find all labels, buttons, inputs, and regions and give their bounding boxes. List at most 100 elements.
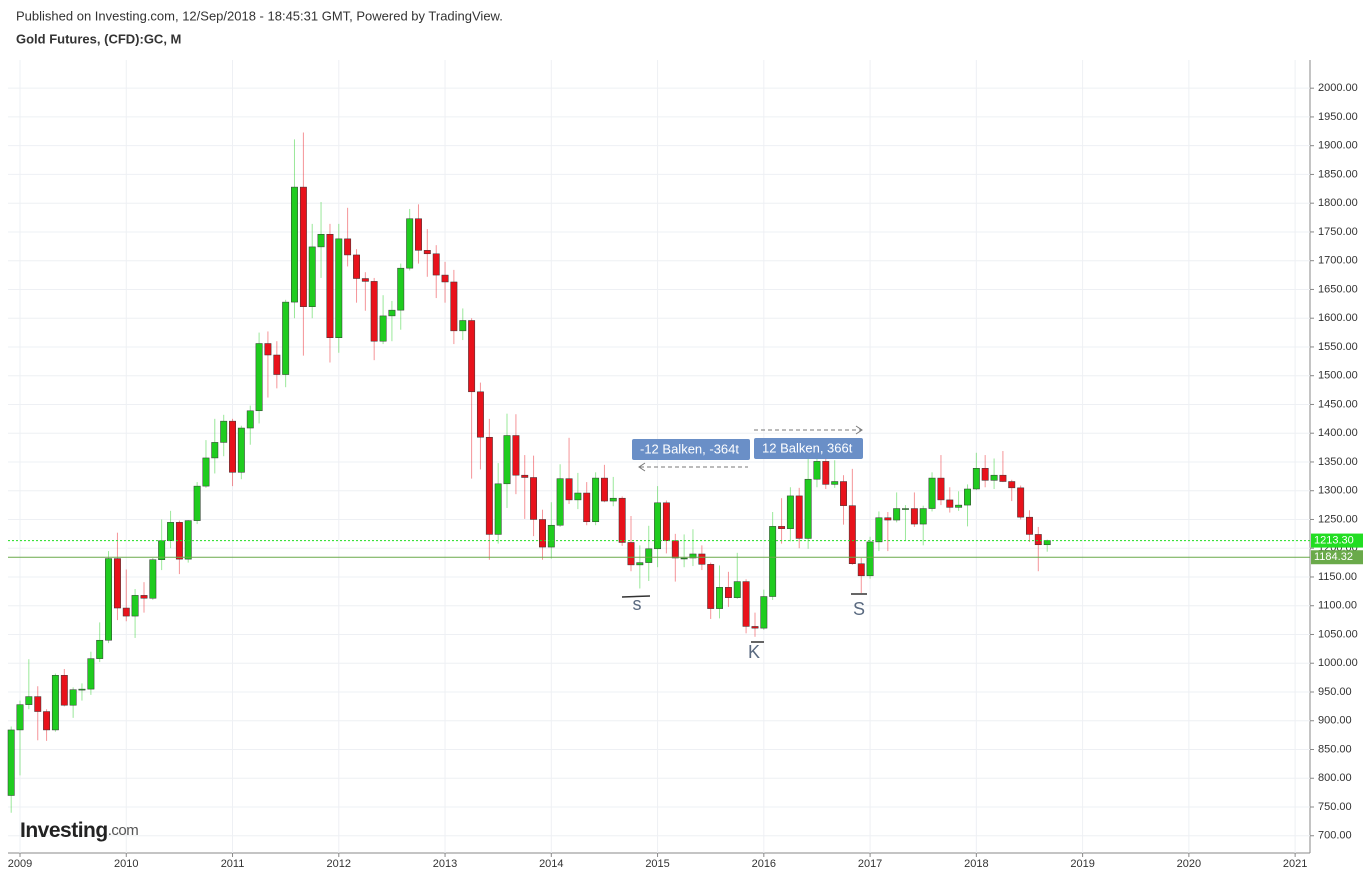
candle-body (131, 595, 139, 617)
candle-body (193, 485, 201, 521)
candle-body (308, 246, 316, 307)
y-tick-label: 1700.00 (1318, 255, 1358, 267)
candle-body (680, 557, 688, 560)
x-tick-label: 2009 (8, 858, 32, 870)
candle-body (476, 391, 484, 438)
price-label-box (1311, 533, 1363, 548)
candle-body (609, 497, 617, 502)
candle-body (698, 553, 706, 565)
x-tick-label: 2014 (539, 858, 563, 870)
candle-body (866, 541, 874, 577)
candle-body (87, 658, 95, 690)
candle-body (379, 315, 387, 342)
x-tick-label: 2012 (327, 858, 351, 870)
pattern-label: S (853, 599, 865, 619)
candle-body (902, 508, 909, 510)
pattern-label: s (633, 594, 642, 614)
candle-body (291, 186, 298, 303)
measure-box (754, 438, 863, 459)
y-tick-label: 1600.00 (1318, 312, 1358, 324)
y-tick-label: 1150.00 (1318, 571, 1357, 583)
y-tick-label: 1000.00 (1318, 657, 1358, 669)
price-label: 1213.30 (1314, 534, 1354, 546)
candle-body (406, 218, 414, 269)
candle-body (353, 254, 360, 279)
candle-body (716, 587, 723, 609)
x-tick-label: 2010 (114, 858, 138, 870)
candle-body (344, 238, 352, 256)
candle-body (955, 504, 963, 508)
candle-body (459, 320, 467, 332)
candle-body (742, 581, 750, 627)
candle-body (857, 563, 865, 577)
candle-body (972, 468, 980, 490)
candle-body (964, 488, 971, 506)
marker-line (621, 595, 651, 598)
arrow-head (855, 425, 863, 435)
candle-body (733, 581, 741, 598)
candle-body (627, 542, 635, 566)
candle-body (69, 689, 77, 706)
candle-body (503, 435, 511, 485)
candle-body (654, 502, 662, 550)
y-tick-label: 1900.00 (1318, 140, 1358, 152)
price-label-box (1311, 550, 1363, 565)
y-tick-label: 700.00 (1318, 830, 1352, 842)
candle-body (273, 354, 281, 375)
x-tick-label: 2020 (1177, 858, 1201, 870)
candle-body (246, 410, 254, 429)
x-tick-label: 2011 (221, 858, 245, 870)
y-tick-label: 1850.00 (1318, 168, 1358, 180)
published: Published on Investing.com, 12/Sep/2018 … (16, 8, 503, 23)
candle-body (415, 218, 422, 251)
candle-body (981, 468, 989, 481)
candle-body (370, 281, 378, 342)
candle-body (671, 540, 679, 559)
candle-body (600, 477, 608, 502)
x-tick-label: 2019 (1070, 858, 1094, 870)
candle-body (1026, 516, 1033, 535)
candle-body (96, 639, 104, 659)
y-tick-label: 1800.00 (1318, 197, 1358, 209)
candle-body (822, 461, 830, 485)
candle-body (910, 508, 918, 525)
candle-body (229, 420, 236, 473)
candle-body (361, 278, 369, 282)
candle-body (530, 477, 538, 520)
candle-body (848, 505, 856, 564)
y-tick-label: 1500.00 (1318, 370, 1358, 382)
y-tick-label: 950.00 (1318, 686, 1352, 698)
candle-body (804, 478, 812, 539)
candle-body (539, 519, 546, 548)
candle-body (928, 477, 936, 509)
x-tick-label: 2016 (752, 858, 776, 870)
candle-body (999, 474, 1007, 482)
candle-body (184, 520, 192, 560)
candle-body (583, 492, 591, 523)
candle-body (521, 474, 529, 478)
candle-body (547, 524, 555, 548)
candle-body (25, 696, 33, 705)
y-tick-label: 1300.00 (1318, 485, 1358, 497)
candle-body (335, 238, 343, 339)
y-tick-label: 1250.00 (1318, 513, 1358, 525)
candle-body (264, 343, 272, 356)
candle-body (778, 526, 786, 529)
candle-body (220, 420, 228, 443)
overlay: 1213.30 1184.32 -12 Balken, -364t 12 Balken… (8, 425, 1363, 662)
candle-body (432, 253, 440, 276)
y-tick-label: 850.00 (1318, 743, 1352, 755)
arrow-head (638, 462, 646, 472)
y-tick-label: 800.00 (1318, 772, 1352, 784)
candle-body (167, 522, 175, 541)
y-tick-label: 750.00 (1318, 801, 1352, 813)
candle-body (556, 478, 564, 526)
x-tick-label: 2021 (1283, 858, 1307, 870)
candle-body (512, 435, 520, 476)
candle-body (919, 508, 927, 525)
candle-body (388, 309, 396, 317)
candle-body (423, 250, 431, 255)
grid: 700.00 750.00 800.00 850.00 900.00 950.00 1000… (8, 60, 1358, 870)
